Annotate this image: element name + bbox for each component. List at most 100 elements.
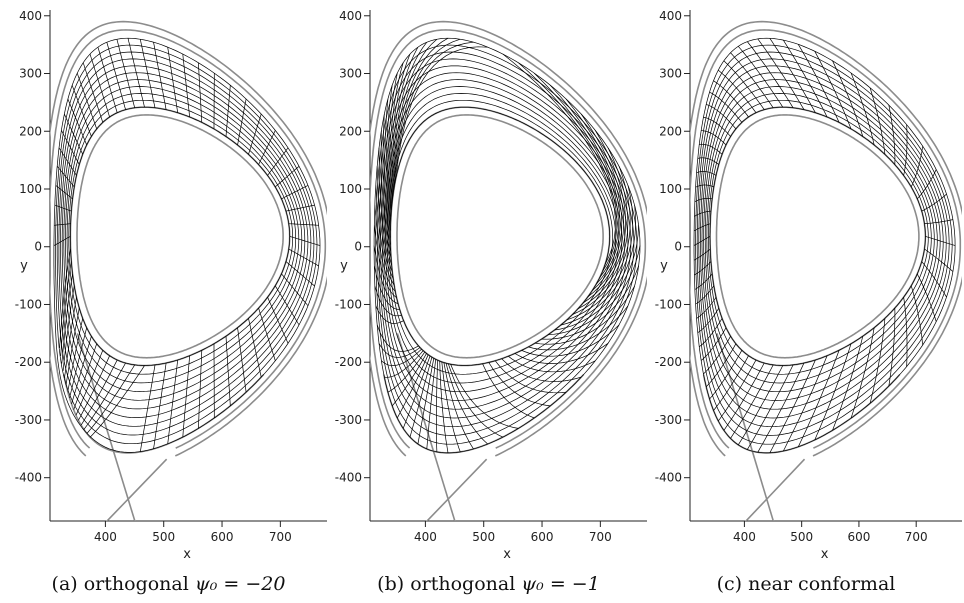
mesh-spoke: [699, 143, 723, 155]
y-tick-label: -100: [15, 297, 42, 311]
mesh-spoke: [391, 38, 438, 203]
y-tick-label: 100: [19, 182, 42, 196]
mesh-spoke: [426, 359, 437, 449]
outer-flux-surface-2: [370, 20, 647, 457]
mesh-spoke: [757, 38, 805, 110]
mesh-spoke: [139, 39, 156, 108]
mesh-spoke: [814, 343, 852, 441]
mesh-spoke: [63, 113, 84, 155]
mesh-spoke: [783, 39, 828, 118]
mesh-surface: [376, 51, 635, 436]
mesh-spoke: [391, 353, 427, 407]
y-tick-label: 200: [19, 124, 42, 138]
x-tick-label: 700: [589, 530, 612, 544]
mesh-spoke: [814, 51, 852, 130]
x-tick-label: 600: [211, 530, 234, 544]
mesh-spoke: [89, 53, 110, 118]
mesh-spoke: [694, 210, 712, 217]
mesh-spoke: [237, 98, 247, 146]
mesh-spoke: [738, 46, 784, 108]
separatrix-leg-left: [105, 458, 168, 521]
mesh-spoke: [198, 350, 203, 429]
mesh-spoke: [903, 124, 908, 176]
x-tick-label: 700: [269, 530, 292, 544]
mesh-spoke: [917, 169, 937, 200]
mesh-spoke: [393, 38, 461, 190]
x-tick-label: 400: [94, 530, 117, 544]
inner-wall-curve: [396, 114, 604, 359]
mesh-spoke: [288, 248, 319, 267]
mesh-spoke: [58, 147, 77, 176]
mesh-spoke: [921, 261, 947, 298]
x-tick-label: 500: [790, 530, 813, 544]
mesh-spoke: [64, 297, 77, 379]
mesh-spoke: [378, 343, 421, 358]
y-tick-label: -200: [655, 355, 682, 369]
mesh-spoke: [390, 41, 428, 210]
mesh-spoke: [285, 261, 315, 287]
mesh-spoke: [709, 91, 743, 123]
mesh-spoke: [375, 185, 395, 286]
mesh-spoke: [723, 60, 765, 110]
mesh-grid: [373, 37, 641, 454]
outer-flux-surface-1: [50, 29, 327, 449]
mesh-surface: [380, 65, 629, 419]
mesh-spoke: [182, 53, 191, 118]
y-tick-label: -300: [15, 413, 42, 427]
mesh-spoke: [508, 355, 596, 373]
mesh-spoke: [695, 184, 714, 188]
mesh-spoke: [75, 350, 104, 416]
x-tick-label: 400: [733, 530, 756, 544]
mesh-spoke: [494, 360, 567, 394]
y-tick-label: -200: [15, 355, 42, 369]
mesh-spoke: [396, 354, 429, 419]
mesh-surface: [63, 79, 303, 401]
mesh-spoke: [374, 205, 396, 292]
mesh-spoke: [402, 355, 431, 429]
mesh-surface: [53, 37, 321, 453]
mesh-spoke: [693, 223, 711, 232]
y-tick-label: -400: [655, 471, 682, 485]
mesh-spoke: [769, 359, 816, 454]
mesh-spoke: [385, 85, 393, 245]
mesh-spoke: [447, 363, 503, 438]
mesh-spoke: [566, 185, 634, 321]
mesh-spoke: [693, 236, 711, 246]
mesh-spoke: [281, 185, 309, 200]
mesh-spoke: [390, 47, 419, 217]
mesh-spoke: [700, 327, 727, 361]
mesh-grid: [693, 37, 956, 454]
x-tick-label: 600: [847, 530, 870, 544]
mesh-spoke: [502, 53, 616, 265]
mesh-surface: [708, 99, 929, 375]
mesh-spoke: [869, 318, 886, 404]
mesh-surface: [703, 79, 938, 401]
mesh-spoke: [548, 245, 641, 336]
mesh-spoke: [288, 223, 319, 226]
mesh-spoke: [274, 165, 300, 188]
mesh-spoke: [560, 205, 636, 326]
mesh-spoke: [713, 355, 749, 411]
y-tick-label: -300: [655, 413, 682, 427]
mesh-spoke: [267, 147, 289, 176]
mesh-spoke: [388, 62, 404, 231]
mesh-spoke: [409, 357, 433, 438]
y-axis-label: y: [340, 259, 348, 274]
mesh-spoke: [450, 364, 519, 429]
mesh-spoke: [248, 318, 262, 378]
mesh-spoke: [910, 146, 924, 188]
mesh-spoke: [577, 147, 629, 310]
mesh-spoke: [582, 130, 626, 304]
mesh-spoke: [706, 104, 737, 130]
mesh-spoke: [167, 47, 179, 113]
mesh-spoke: [695, 285, 715, 305]
mesh-spoke: [281, 273, 309, 307]
x-tick-label: 600: [531, 530, 554, 544]
mesh-spoke: [73, 343, 98, 410]
y-axis-label: y: [660, 259, 668, 274]
mesh-surface: [68, 99, 294, 375]
mesh-spoke: [797, 350, 840, 447]
mesh-spoke: [376, 324, 419, 352]
mesh-spoke: [375, 305, 404, 324]
inner-wall-curve: [715, 114, 920, 359]
